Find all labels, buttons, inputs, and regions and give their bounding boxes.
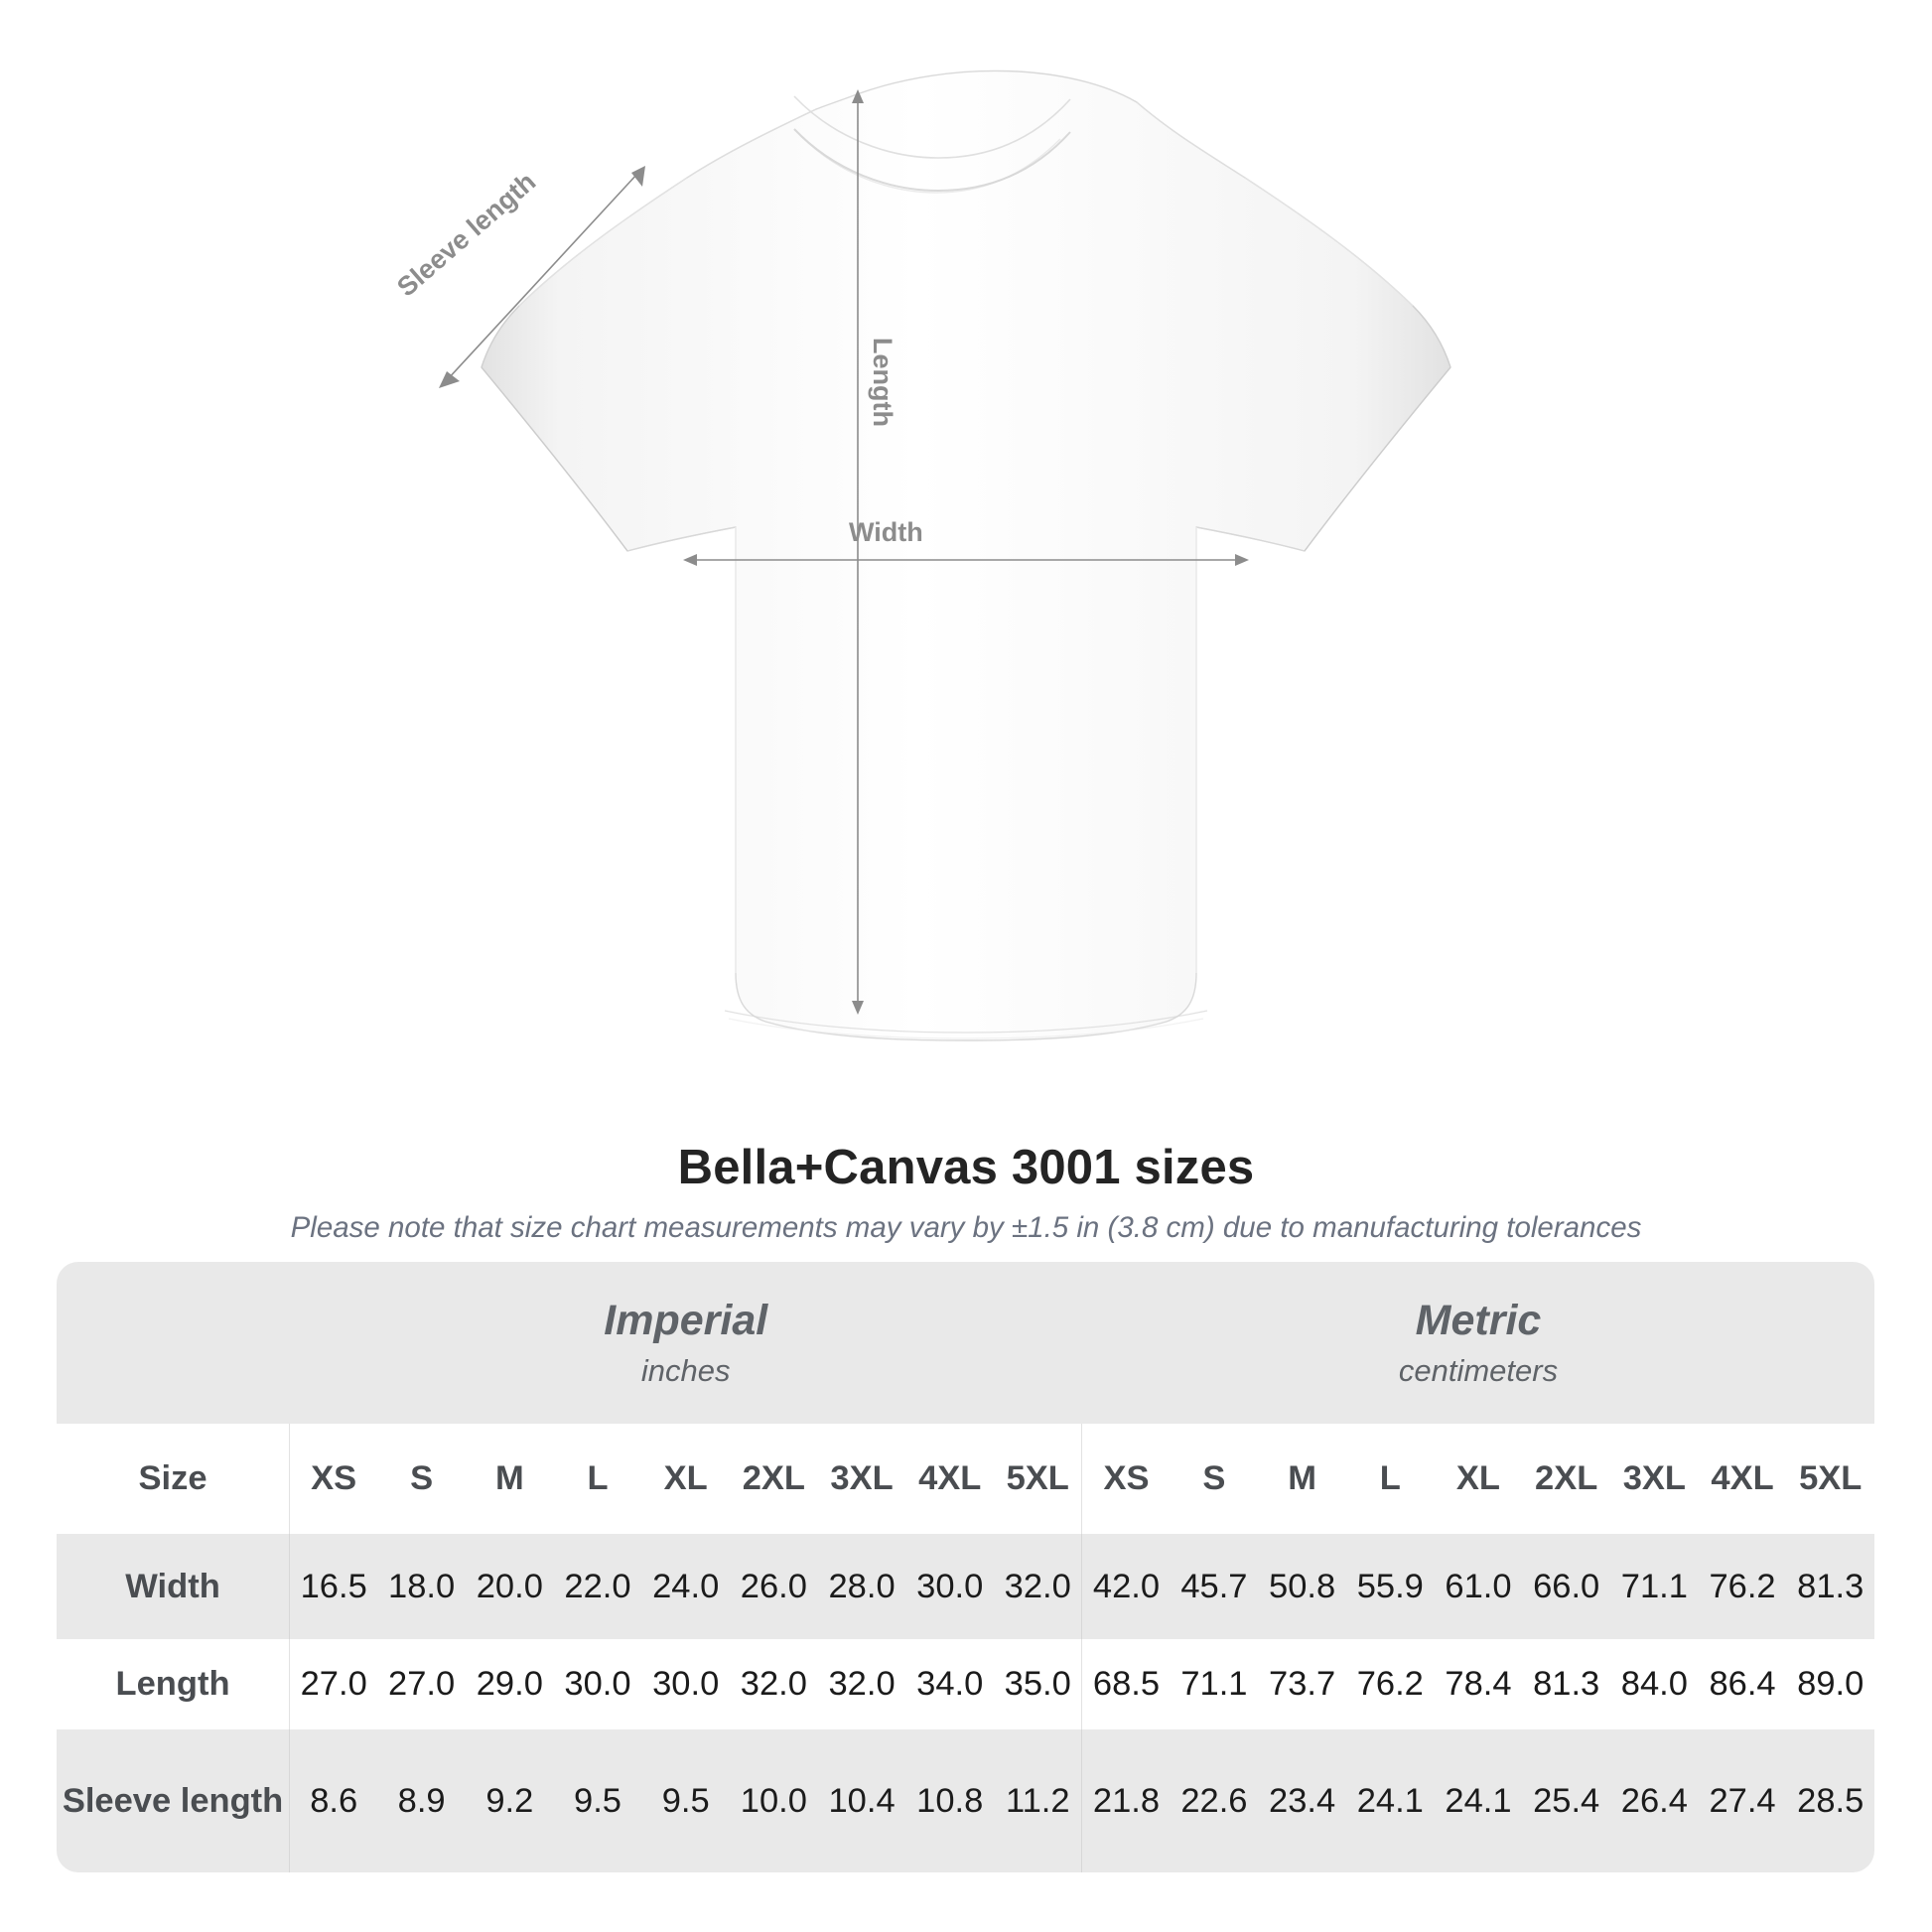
svg-text:Sleeve length: Sleeve length (391, 167, 541, 303)
svg-text:Length: Length (868, 338, 897, 427)
svg-text:Width: Width (849, 517, 923, 547)
